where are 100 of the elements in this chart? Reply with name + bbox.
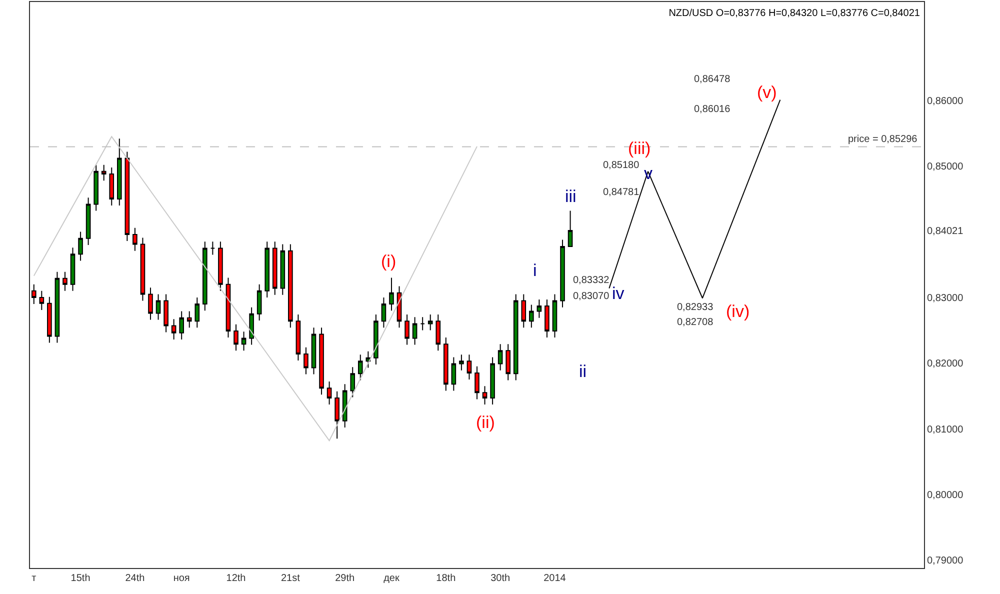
candlestick (70, 247, 76, 292)
x-tick-label: 15th (70, 573, 90, 584)
candlestick (319, 327, 324, 396)
candlestick (109, 166, 114, 206)
annotation: 0,86016 (694, 104, 731, 115)
candlestick (210, 241, 216, 256)
candlestick (86, 197, 91, 246)
candlestick (171, 318, 176, 340)
candlestick (194, 296, 200, 328)
candlestick (186, 310, 192, 328)
candlestick (202, 241, 208, 312)
annotation: i (533, 261, 537, 280)
candlestick (31, 284, 36, 305)
candlestick (381, 296, 386, 328)
y-tick-label: 0,86000 (927, 96, 964, 107)
candlestick (529, 304, 534, 328)
candlestick (179, 310, 184, 340)
candlestick (156, 294, 161, 320)
y-tick-label: 0,85000 (927, 162, 964, 173)
candlestick (482, 386, 488, 405)
candlestick (374, 314, 378, 365)
annotation: iv (612, 284, 625, 303)
candlestick (94, 164, 98, 212)
x-tick-label: 2014 (544, 573, 566, 584)
candlestick (311, 327, 316, 375)
candlestick (521, 294, 526, 328)
x-tick-label: 21st (280, 573, 300, 584)
candlestick (256, 284, 262, 321)
candlestick (241, 331, 246, 352)
y-tick-label: 0,84021 (927, 226, 964, 237)
candlestick (101, 164, 106, 182)
x-tick-label: ноя (173, 573, 190, 584)
y-tick-label: 0,81000 (927, 424, 964, 436)
candlestick (304, 346, 308, 375)
x-tick-label: дек (384, 573, 400, 584)
annotation: 0,83070 (573, 291, 610, 302)
candlestick (513, 294, 518, 381)
candlestick (249, 306, 254, 346)
annotation: iii (565, 187, 576, 206)
candlestick (444, 337, 448, 392)
candlestick (280, 244, 286, 296)
candlestick (47, 296, 52, 344)
candlestick (451, 356, 456, 392)
annotation: (ii) (476, 413, 495, 432)
candlestick (78, 231, 83, 262)
annotation: 0,86478 (694, 74, 731, 85)
candlestick (226, 277, 231, 338)
annotation: 0,84781 (603, 187, 640, 198)
candlestick (389, 277, 394, 312)
text: NZD/USD O=0,83776 H=0,84320 L=0,83776 C=0,84021 (668, 8, 920, 19)
annotation: (iii) (628, 139, 651, 158)
candlestick (350, 366, 356, 398)
candlestick (54, 271, 60, 344)
y-tick-label: 0,83000 (927, 292, 964, 304)
candlestick (39, 290, 44, 310)
candlestick (326, 381, 332, 405)
candlestick (474, 366, 480, 400)
candlestick (164, 294, 168, 333)
candlestick (62, 271, 68, 292)
candlestick (466, 354, 472, 380)
candlestick (490, 356, 495, 405)
candlestick (358, 354, 363, 381)
y-tick-label: 0,82000 (927, 358, 964, 370)
annotation: (i) (381, 252, 396, 271)
y-tick-label: 0,80000 (927, 490, 964, 501)
candlestick (428, 314, 433, 331)
candlestick (506, 344, 510, 381)
candlestick (124, 151, 130, 242)
candlestick (296, 314, 301, 362)
annotation: 0,85180 (603, 160, 640, 171)
annotation: 0,82708 (677, 317, 714, 328)
candlestick (568, 210, 573, 248)
candlestick (342, 384, 348, 428)
candlestick (459, 354, 464, 371)
annotation: (v) (757, 83, 777, 102)
y-tick-label: 0,79000 (927, 556, 964, 567)
candlestick (552, 294, 558, 338)
ref-line-label: price = 0,85296 (848, 134, 918, 145)
x-tick-label: 24th (125, 573, 145, 584)
candlestick (272, 241, 278, 296)
candlestick (544, 298, 550, 338)
annotation: 0,83332 (573, 275, 610, 286)
annotation: ii (579, 362, 587, 381)
candlestick (132, 227, 138, 252)
candlestick (288, 244, 293, 328)
candlestick (498, 344, 503, 371)
annotation: (iv) (726, 302, 750, 321)
candlestick (536, 298, 542, 318)
candlestick (436, 314, 441, 352)
x-tick-label: 29th (335, 573, 355, 584)
candlestick (412, 316, 418, 346)
x-tick-label: т (32, 573, 37, 584)
candlestick (404, 314, 410, 346)
candlestick (560, 239, 565, 308)
candlestick (117, 138, 122, 206)
candlestick (234, 324, 238, 352)
x-tick-label: 12th (226, 573, 246, 584)
candlestick (148, 287, 153, 320)
candlestick (334, 390, 340, 440)
candlestick (140, 237, 146, 302)
